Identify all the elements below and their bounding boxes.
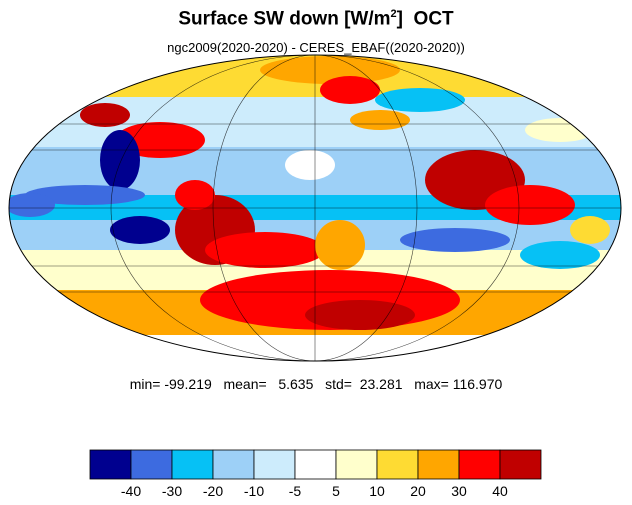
patch-sahara-white (285, 150, 335, 180)
stat-min-label: min= (129, 376, 161, 392)
colorbar-tick-label: 30 (451, 483, 467, 498)
patch-west-pacific-red (485, 185, 575, 225)
colorbar: -40 -30 -20 -10 -5 5 10 20 30 40 (89, 449, 542, 498)
title-close: ] (396, 8, 403, 30)
colorbar-swatch (458, 449, 501, 480)
colorbar-swatch (253, 449, 296, 480)
plot-subtitle: ngc2009(2020-2020) - CERES_EBAF((2020-20… (167, 40, 465, 55)
title-month: OCT (413, 8, 454, 30)
stat-max-value: 116.970 (452, 376, 503, 392)
stats-line: min= -99.219 mean= 5.635 std= 23.281 max… (0, 376, 632, 392)
title-superscript: 2 (390, 8, 397, 20)
colorbar-tick-label: 10 (369, 483, 385, 498)
patch-south-atlantic-red (205, 232, 325, 268)
colorbar-tick-label: 20 (410, 483, 426, 498)
colorbar-tick-label: -30 (162, 483, 182, 498)
colorbar-tick-label: -10 (244, 483, 264, 498)
colorbar-swatch (335, 449, 378, 480)
map-field (9, 55, 621, 361)
patch-south-africa-orange (315, 220, 365, 270)
plot-title: Surface SW down [W/m2] OCT (0, 8, 632, 30)
patch-europe-red (320, 76, 380, 104)
patch-siberia-blue (375, 88, 465, 112)
colorbar-swatch (499, 449, 542, 480)
colorbar-swatch (89, 449, 132, 480)
stat-std-value: 23.281 (359, 376, 403, 392)
colorbar-swatch (130, 449, 173, 480)
colorbar-swatch (212, 449, 255, 480)
colorbar-tick-label: -40 (121, 483, 141, 498)
title-main: Surface SW down [W/m (178, 8, 391, 30)
colorbar-swatch (171, 449, 214, 480)
stat-std-label: std= (325, 376, 352, 392)
colorbar-swatch (376, 449, 419, 480)
patch-southern-ocean-darkred (305, 300, 415, 330)
colorbar-tick-label: 40 (492, 483, 508, 498)
stat-mean-value: 5.635 (278, 376, 314, 392)
patch-south-west-pacific-blue (520, 241, 600, 269)
patch-east-europe-orange (350, 110, 410, 130)
patch-indian-ocean-blue (400, 228, 510, 252)
colorbar-tick-label: 5 (332, 483, 340, 498)
colorbar-swatch (417, 449, 460, 480)
patch-east-edge-yellow (570, 216, 610, 244)
map-border (8, 54, 622, 362)
stat-min-value: -99.219 (164, 376, 212, 392)
colorbar-tick-label: -20 (203, 483, 223, 498)
field-band-antarctic (9, 335, 621, 361)
stat-mean-label: mean= (223, 376, 267, 392)
patch-arctic-orange (260, 56, 400, 84)
colorbar-swatch (294, 449, 337, 480)
patch-west-edge-blue (9, 193, 55, 217)
graticule (9, 55, 621, 361)
stat-max-label: max= (414, 376, 449, 392)
anomaly-map (8, 54, 622, 362)
patch-pacific-blue (25, 185, 145, 205)
patch-north-pacific-yellow (525, 118, 595, 142)
patch-south-pacific-darkblue (110, 216, 170, 244)
patch-north-pacific-darkred (80, 103, 130, 127)
patch-east-pacific-darkblue (100, 130, 140, 190)
colorbar-tick-label: -5 (289, 483, 302, 498)
patch-amazon-red (175, 180, 215, 210)
